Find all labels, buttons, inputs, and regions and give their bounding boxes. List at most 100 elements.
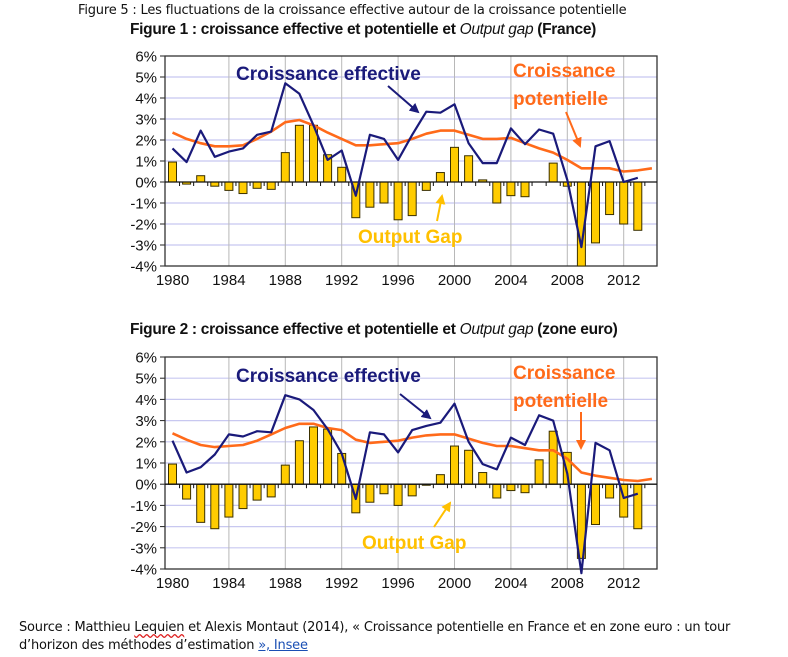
- output-gap-bar: [534, 459, 544, 485]
- x-tick-label: 1984: [212, 272, 245, 289]
- output-gap-bar: [435, 172, 445, 183]
- annotation-potential-label: Croissance: [513, 61, 615, 82]
- y-tick-label: 6%: [135, 350, 157, 367]
- y-tick-label: -2%: [130, 217, 157, 234]
- y-tick-label: 0%: [135, 175, 157, 192]
- chart-1-title: Figure 1 : croissance effective et poten…: [130, 21, 596, 39]
- annotation-output-gap-label: Output Gap: [362, 533, 466, 554]
- output-gap-bar: [168, 161, 177, 183]
- x-tick-label: 1988: [269, 272, 302, 289]
- annotation-output-gap-arrow: [433, 501, 452, 528]
- output-gap-bar: [266, 483, 276, 498]
- plot-frame: [164, 55, 658, 267]
- output-gap-bar: [492, 181, 502, 204]
- effective-growth-line: [171, 82, 639, 249]
- annotation-effective-arrow: [399, 393, 432, 420]
- output-gap-bar: [633, 181, 643, 231]
- chart-2-title-italic: Output gap: [459, 321, 534, 338]
- y-tick-label: -2%: [130, 519, 157, 536]
- x-tick-label: 2004: [494, 272, 527, 289]
- output-gap-bar: [196, 483, 206, 523]
- y-tick-label: 5%: [135, 70, 157, 87]
- y-tick-label: -1%: [130, 498, 157, 515]
- output-gap-bar: [294, 440, 304, 485]
- output-gap-bar: [379, 181, 389, 204]
- x-tick-label: 1988: [269, 575, 302, 592]
- source-author-flagged: Lequien: [134, 620, 185, 635]
- potential-growth-line: [171, 118, 653, 173]
- annotation-potential-label: potentielle: [513, 89, 608, 110]
- y-tick-label: 4%: [135, 392, 157, 409]
- annotation-effective-arrow: [387, 85, 420, 114]
- x-tick-label: 1980: [156, 272, 189, 289]
- output-gap-bar: [421, 181, 431, 191]
- output-gap-bar: [464, 449, 474, 485]
- output-gap-bar: [379, 483, 389, 495]
- annotation-effective-label: Croissance effective: [236, 64, 421, 85]
- output-gap-bar: [280, 152, 290, 183]
- annotation-output-gap-label: Output Gap: [358, 227, 462, 248]
- output-gap-bar: [280, 464, 290, 485]
- chart-2-title: Figure 2 : croissance effective et poten…: [130, 321, 618, 339]
- output-gap-bar: [393, 181, 403, 221]
- output-gap-bar: [196, 175, 206, 183]
- x-tick-label: 2012: [607, 272, 640, 289]
- x-tick-label: 1984: [212, 575, 245, 592]
- output-gap-bar: [520, 181, 530, 198]
- output-gap-bar: [407, 483, 417, 497]
- y-tick-label: -4%: [130, 562, 157, 579]
- output-gap-bar: [605, 483, 615, 499]
- plot-frame: [164, 356, 658, 570]
- annotation-output-gap-arrow: [435, 194, 446, 222]
- output-gap-bar: [605, 181, 615, 216]
- annotation-effective-label: Croissance effective: [236, 366, 421, 387]
- chart-2-zone-euro: 6% 5% 4% 3% 2% 1% 0% -1% -2% -3% -4%1980 1984 1988 19…: [130, 350, 658, 592]
- output-gap-bar: [224, 181, 234, 191]
- y-tick-label: 3%: [135, 413, 157, 430]
- output-gap-bar: [450, 445, 459, 485]
- output-gap-bar: [365, 181, 375, 208]
- output-gap-bar: [548, 162, 558, 183]
- output-gap-bar: [506, 181, 516, 197]
- output-gap-bar: [591, 483, 600, 525]
- x-tick-label: 2000: [438, 272, 471, 289]
- y-tick-label: -4%: [130, 259, 157, 276]
- x-tick-label: 1996: [381, 272, 414, 289]
- output-gap-bar: [591, 181, 600, 244]
- output-gap-bar: [548, 430, 558, 485]
- source-link[interactable]: », Insee: [258, 638, 308, 653]
- y-tick-label: 1%: [135, 456, 157, 473]
- x-tick-label: 2000: [438, 575, 471, 592]
- output-gap-bar: [619, 181, 629, 225]
- y-tick-label: 3%: [135, 112, 157, 129]
- figure-title: Figure 5 : Les fluctuations de la croiss…: [78, 3, 627, 18]
- output-gap-bar: [337, 452, 347, 485]
- x-tick-label: 2004: [494, 575, 527, 592]
- output-gap-bar: [464, 155, 474, 183]
- y-tick-label: 6%: [135, 49, 157, 66]
- output-gap-bar: [252, 181, 262, 189]
- x-tick-label: 1992: [325, 272, 358, 289]
- output-gap-bar: [238, 483, 248, 510]
- y-tick-label: 1%: [135, 154, 157, 171]
- y-tick-label: 0%: [135, 477, 157, 494]
- output-gap-bar: [450, 146, 459, 183]
- source-prefix: Source : Matthieu: [19, 620, 135, 635]
- y-tick-label: -3%: [130, 238, 157, 255]
- output-gap-bar: [506, 483, 516, 492]
- annotation-potential-arrow: [565, 111, 582, 148]
- y-tick-label: 5%: [135, 371, 157, 388]
- output-gap-bar: [435, 474, 445, 485]
- y-tick-label: -1%: [130, 196, 157, 213]
- source-citation: Source : Matthieu Lequien et Alexis Mont…: [19, 619, 779, 655]
- x-tick-label: 1980: [156, 575, 189, 592]
- output-gap-bar: [520, 483, 530, 494]
- output-gap-bar: [238, 181, 248, 195]
- y-tick-label: 4%: [135, 91, 157, 108]
- chart-1-title-main: Figure 1 : croissance effective et poten…: [130, 21, 460, 38]
- output-gap-bar: [365, 483, 375, 503]
- annotation-potential-label: Croissance: [513, 363, 615, 384]
- output-gap-bar: [224, 483, 234, 518]
- output-gap-bar: [323, 428, 333, 485]
- y-tick-label: 2%: [135, 133, 157, 150]
